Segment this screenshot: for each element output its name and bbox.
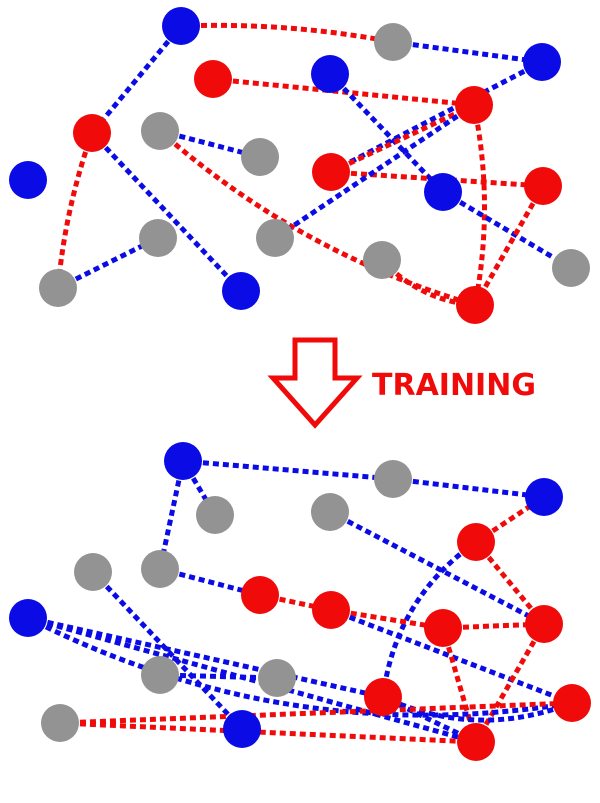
before-node-g6 (363, 241, 401, 279)
after-node-g6 (141, 656, 179, 694)
before-node-r4 (312, 153, 350, 191)
before-node-g1 (374, 23, 412, 61)
before-node-g2 (141, 112, 179, 150)
after-node-g1 (374, 460, 412, 498)
after-edge-b1-g1 (182, 458, 394, 482)
before-edge-r4-r5 (330, 169, 544, 189)
before-edge-r2-r6 (471, 104, 487, 306)
after-edge-b3-r7 (27, 615, 477, 745)
after-node-r3 (312, 591, 350, 629)
before-node-b6 (222, 272, 260, 310)
before-node-r3 (73, 114, 111, 152)
after-node-g8 (41, 704, 79, 742)
after-node-r4 (424, 609, 462, 647)
after-edge-r8-r6 (381, 694, 573, 723)
after-edge-r5-r7 (473, 622, 547, 744)
before-edge-r1-r2 (212, 76, 475, 108)
before-edge-b1-g1 (180, 22, 394, 45)
after-edge-r3-r8 (330, 607, 573, 706)
before-node-g4 (139, 219, 177, 257)
before-edge-r4-r2 (329, 102, 476, 175)
before-edge-g2-r6 (158, 129, 476, 308)
before-edge-g1-b2 (392, 39, 543, 65)
before-node-b4 (9, 161, 47, 199)
after-node-g2 (196, 496, 234, 534)
after-node-b2 (525, 478, 563, 516)
after-edge-g3-r5 (328, 509, 546, 627)
after-node-r6 (364, 678, 402, 716)
after-node-r2 (241, 576, 279, 614)
after-edge-b3-r8 (26, 615, 573, 718)
before-node-g7 (39, 269, 77, 307)
after-node-b4 (223, 710, 261, 748)
nodes-layer (9, 7, 591, 761)
before-edge-b5-g8 (441, 189, 573, 271)
down-arrow-icon (267, 337, 363, 429)
after-edge-r1-r6 (380, 539, 478, 698)
before-node-r6 (456, 286, 494, 324)
after-node-r5 (525, 605, 563, 643)
before-node-g8 (552, 249, 590, 287)
before-node-r5 (524, 167, 562, 205)
after-node-b3 (9, 599, 47, 637)
before-node-g5 (256, 219, 294, 257)
after-node-r1 (457, 523, 495, 561)
before-edge-r3-g7 (55, 132, 95, 289)
before-node-b1 (162, 7, 200, 45)
after-edge-g1-b2 (392, 476, 545, 500)
training-arrow: TRAINING (267, 337, 536, 429)
before-node-b3 (311, 55, 349, 93)
before-node-b2 (523, 43, 561, 81)
after-edge-g8-r8 (59, 700, 573, 726)
before-node-b5 (424, 173, 462, 211)
training-label: TRAINING (372, 368, 536, 403)
before-node-r2 (455, 86, 493, 124)
after-edge-b3-r6 (27, 615, 384, 700)
after-node-g3 (311, 493, 349, 531)
before-edge-r2-g5 (273, 102, 476, 241)
after-edge-g8-r7 (59, 720, 477, 745)
before-node-g3 (241, 138, 279, 176)
after-node-g7 (258, 659, 296, 697)
after-node-g5 (141, 550, 179, 588)
before-edge-r3-b6 (90, 131, 243, 293)
after-node-b1 (164, 442, 202, 480)
after-node-r8 (553, 684, 591, 722)
after-node-r7 (457, 723, 495, 761)
after-node-g4 (74, 553, 112, 591)
before-node-r1 (194, 60, 232, 98)
